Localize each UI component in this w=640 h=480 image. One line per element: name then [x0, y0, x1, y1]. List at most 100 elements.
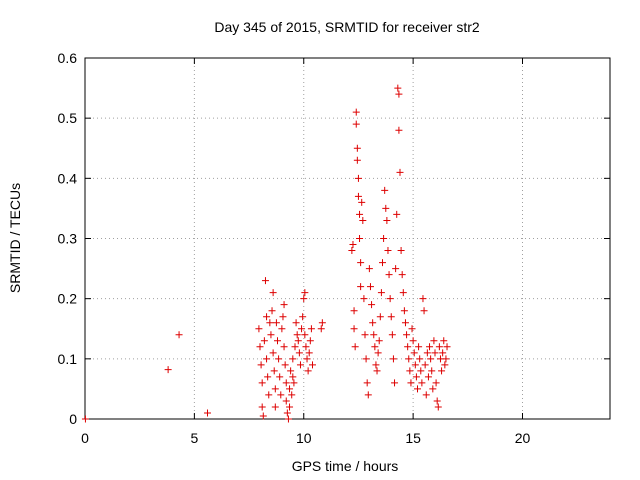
data-point	[360, 295, 368, 303]
chart-title: Day 345 of 2015, SRMTID for receiver str…	[214, 19, 480, 35]
data-point	[407, 379, 415, 387]
data-point	[423, 349, 431, 357]
data-point	[353, 144, 361, 152]
data-point	[420, 307, 428, 315]
data-point	[391, 379, 399, 387]
data-point	[434, 403, 442, 411]
data-point	[417, 367, 425, 375]
data-point	[175, 331, 183, 339]
data-point	[384, 247, 392, 255]
y-tick-label: 0.3	[58, 231, 78, 247]
data-point	[358, 198, 366, 206]
data-point	[286, 403, 294, 411]
y-tick-label: 0.2	[58, 291, 78, 307]
data-point	[398, 271, 406, 279]
data-point	[271, 385, 279, 393]
data-point	[419, 295, 427, 303]
grid	[85, 58, 610, 419]
data-point	[269, 289, 277, 297]
data-point	[296, 361, 304, 369]
data-point	[354, 192, 362, 200]
data-point	[302, 343, 310, 351]
data-point	[406, 367, 414, 375]
data-point	[424, 373, 432, 381]
data-point	[397, 247, 405, 255]
data-point	[283, 409, 291, 417]
y-tick-label: 0.1	[58, 351, 78, 367]
y-tick-label: 0	[69, 411, 77, 427]
data-point	[387, 313, 395, 321]
data-point	[351, 343, 359, 351]
data-point	[395, 90, 403, 98]
data-point	[376, 313, 384, 321]
data-point	[289, 373, 297, 381]
data-point	[377, 289, 385, 297]
data-point	[439, 349, 447, 357]
data-point	[369, 319, 377, 327]
data-point	[295, 349, 303, 357]
data-point	[255, 325, 263, 333]
data-point	[412, 373, 420, 381]
data-point	[290, 379, 298, 387]
data-point	[382, 204, 390, 212]
data-point	[416, 355, 424, 363]
data-point	[258, 403, 266, 411]
data-point	[291, 343, 299, 351]
data-point	[300, 295, 308, 303]
x-tick-label: 10	[296, 430, 312, 446]
data-point	[388, 331, 396, 339]
data-point	[301, 331, 309, 339]
data-point	[284, 415, 292, 423]
data-point	[441, 361, 449, 369]
x-tick-label: 20	[515, 430, 531, 446]
data-point	[426, 343, 434, 351]
data-point	[414, 385, 421, 393]
data-point	[356, 235, 364, 242]
data-point	[292, 319, 300, 327]
data-point	[371, 343, 379, 351]
data-point	[350, 325, 358, 333]
data-point	[408, 325, 416, 333]
data-point	[373, 367, 381, 375]
data-point	[405, 355, 413, 363]
data-point	[81, 415, 89, 423]
data-point	[400, 307, 408, 315]
data-point	[372, 361, 380, 369]
data-point	[362, 355, 370, 363]
axis-ticks	[84, 57, 610, 420]
data-point	[357, 283, 365, 291]
data-point	[275, 355, 283, 363]
data-point	[350, 307, 358, 315]
data-point	[293, 331, 301, 339]
data-point	[267, 331, 275, 339]
data-point	[410, 349, 418, 357]
data-point	[304, 367, 312, 375]
tick-labels: 0 0.1 0.2 0.3 0.4 0.5 0.6 0 5 10 15 20	[58, 50, 531, 446]
data-point	[263, 313, 271, 321]
data-point	[374, 349, 382, 357]
data-point	[164, 366, 172, 374]
data-point	[356, 210, 364, 218]
data-point	[354, 174, 362, 182]
data-point	[428, 367, 436, 375]
data-point	[261, 277, 269, 285]
data-point	[270, 367, 278, 375]
data-point	[352, 120, 360, 128]
data-point	[309, 361, 316, 369]
data-point	[380, 235, 388, 242]
data-point	[396, 168, 404, 176]
data-point	[364, 391, 372, 399]
data-point	[271, 403, 279, 411]
y-tick-label: 0.4	[58, 170, 78, 186]
data-point	[204, 409, 211, 417]
data-point	[281, 361, 289, 369]
data-point	[260, 337, 268, 345]
data-point	[404, 343, 412, 351]
data-point	[386, 295, 394, 303]
data-point	[365, 265, 373, 273]
data-point	[279, 313, 287, 321]
data-point	[418, 379, 426, 387]
data-point	[427, 355, 435, 363]
data-point	[433, 397, 441, 405]
data-point	[299, 313, 307, 321]
